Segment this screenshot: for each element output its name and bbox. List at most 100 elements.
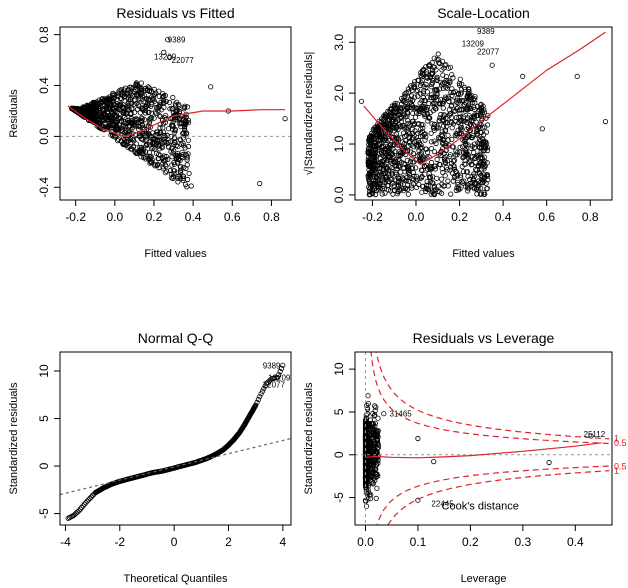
data-point (373, 466, 379, 472)
y-tick-label: 2.0 (332, 84, 346, 101)
data-point (392, 118, 399, 124)
data-point (133, 118, 139, 124)
data-point (441, 112, 447, 118)
data-point (424, 178, 430, 185)
data-point (96, 118, 102, 124)
data-point (457, 125, 464, 131)
data-point (433, 87, 439, 93)
data-point (372, 146, 378, 152)
smoother-line (365, 442, 602, 459)
data-point (396, 176, 402, 182)
x-axis-label: Theoretical Quantiles (124, 573, 228, 585)
data-point (464, 188, 471, 194)
data-point (406, 131, 412, 137)
data-point (364, 402, 370, 408)
y-tick-label: 0 (332, 451, 346, 458)
data-point (397, 106, 403, 112)
data-point (420, 110, 427, 117)
data-point (159, 143, 165, 149)
data-point (437, 115, 443, 121)
data-point (477, 180, 483, 186)
outlier-point (546, 459, 552, 466)
data-point (481, 148, 487, 154)
data-point (363, 416, 370, 422)
outlier-point (415, 435, 421, 442)
contour-label: 1 (614, 433, 619, 443)
data-point (443, 154, 449, 160)
data-point (419, 189, 425, 195)
data-point (370, 126, 376, 132)
data-point (428, 139, 434, 145)
data-point (397, 164, 403, 170)
y-axis-label: Standardized residuals (303, 382, 315, 494)
data-point (156, 93, 162, 100)
data-point (104, 113, 110, 119)
data-point (363, 451, 369, 457)
x-tick-label: 0.1 (410, 535, 427, 549)
data-point (94, 107, 100, 113)
data-point (149, 159, 155, 165)
data-point (371, 186, 378, 192)
data-point (448, 119, 454, 125)
data-point (477, 185, 484, 191)
data-point (85, 112, 91, 118)
data-point (367, 171, 373, 177)
data-point (451, 157, 458, 163)
data-point (476, 170, 482, 176)
data-point (157, 113, 163, 120)
x-tick-label: 0.6 (538, 210, 555, 224)
data-point (462, 86, 468, 92)
data-point (442, 128, 448, 134)
data-point (171, 170, 177, 177)
data-point (151, 86, 157, 93)
data-point (460, 169, 467, 175)
data-point (458, 127, 464, 133)
data-point (156, 155, 162, 162)
data-point (363, 503, 370, 509)
x-tick-label: 0 (171, 535, 178, 549)
data-point (436, 136, 442, 142)
data-point (480, 125, 486, 131)
data-point (432, 106, 438, 112)
outlier-point (520, 73, 526, 80)
data-point (463, 148, 469, 154)
data-point (387, 143, 393, 149)
data-point (476, 124, 482, 130)
data-point (404, 157, 410, 163)
panel-title: Residuals vs Fitted (116, 5, 234, 21)
data-point (146, 85, 152, 91)
data-point (395, 126, 401, 133)
data-point (458, 124, 465, 131)
data-point (396, 156, 402, 162)
point-annotation: 9389 (263, 361, 281, 370)
data-point (139, 136, 145, 142)
data-point (180, 177, 186, 183)
data-point (85, 497, 92, 503)
data-point (167, 106, 173, 112)
data-point (396, 178, 402, 184)
data-point (425, 183, 431, 189)
data-point (484, 185, 490, 192)
point-annotation: 13209 (462, 39, 485, 48)
data-point (120, 141, 126, 147)
y-tick-label: 0.0 (37, 128, 51, 145)
data-point (375, 125, 381, 131)
data-point (369, 134, 375, 140)
y-tick-label: 5 (332, 408, 346, 415)
data-point (369, 166, 376, 172)
data-point (411, 81, 417, 88)
data-point (460, 180, 466, 186)
data-point (448, 191, 454, 197)
data-point (84, 498, 90, 504)
data-point (424, 71, 430, 77)
data-point (463, 142, 469, 148)
data-point (402, 185, 408, 191)
data-point (185, 143, 192, 150)
panel-3: Residuals vs Leverage Leverage Standardize… (303, 330, 627, 585)
data-point (398, 115, 405, 121)
data-point (449, 144, 456, 150)
data-point (387, 142, 394, 148)
data-point (372, 191, 379, 198)
data-point (382, 124, 389, 130)
outlier-point (588, 433, 594, 439)
